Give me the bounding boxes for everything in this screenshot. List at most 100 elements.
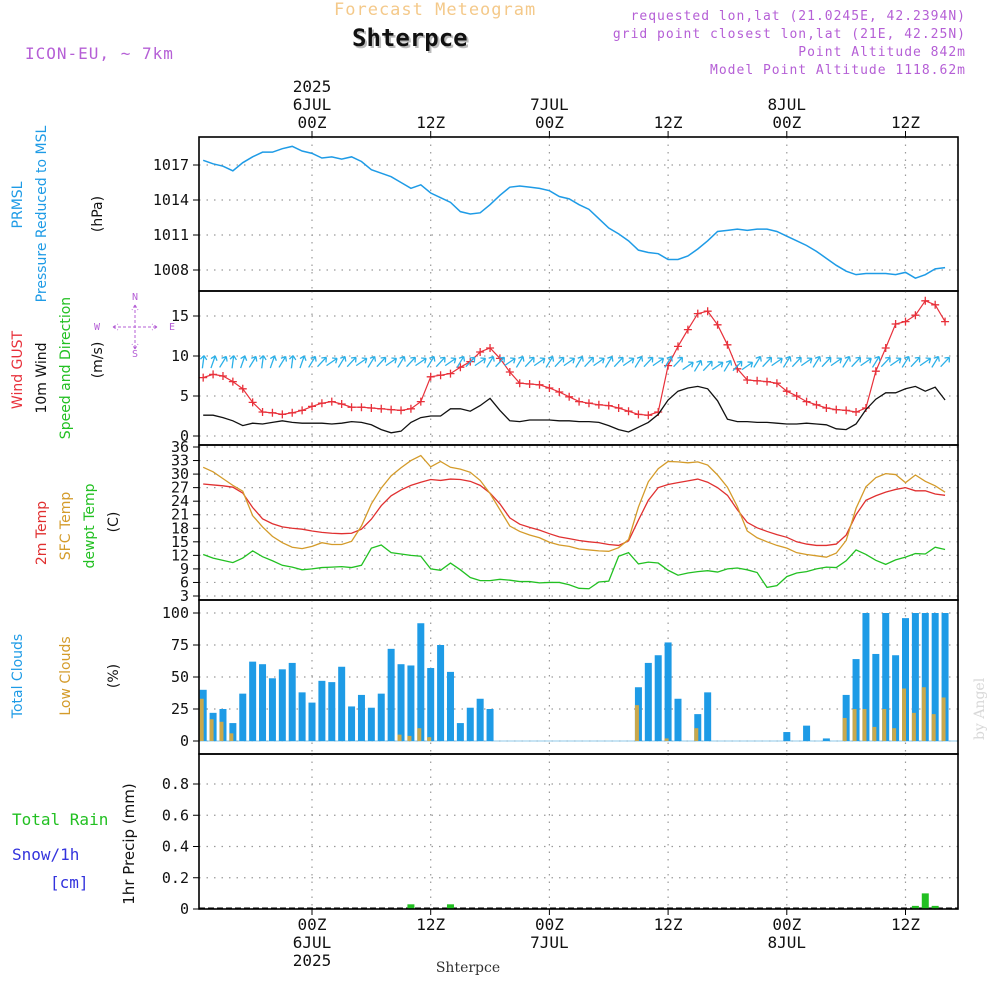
panel-frame (198, 136, 959, 292)
gust-marker (525, 380, 534, 388)
total-cloud-bar (318, 680, 326, 741)
wind-arrow-shaft (604, 356, 613, 368)
wind-arrow (880, 356, 891, 368)
gust-marker (584, 399, 593, 408)
wind-arrow (723, 359, 733, 372)
bottom-time-label: 12Z (891, 915, 920, 934)
chart-title: Shterpce (352, 24, 468, 52)
gust-marker (436, 371, 445, 380)
wind-arrow (812, 355, 822, 368)
info-line-3: Point Altitude 842m (798, 45, 966, 60)
wind-arrow (415, 357, 427, 367)
gust-marker (308, 402, 316, 411)
wind-arrow-head (332, 357, 338, 364)
wind-arrow-shaft (919, 357, 931, 367)
wind-arrow-head (399, 355, 406, 362)
gust-marker (782, 387, 791, 396)
bottom-time-label: 6JUL (293, 933, 332, 952)
wind-arrow-head (569, 357, 576, 364)
total-cloud-bar (476, 698, 484, 741)
wind-arrow-shaft (880, 356, 891, 368)
total-cloud-bar (268, 678, 276, 741)
gust-marker (278, 410, 287, 419)
low-cloud-bar (219, 721, 224, 741)
wind-arrow-shaft (554, 356, 565, 368)
total-cloud-bar (328, 682, 336, 741)
total-cloud-bar (456, 723, 464, 741)
wind-arrow (397, 355, 406, 368)
top-time-label: 8JUL (768, 95, 807, 114)
snow-label: Snow/1h (12, 845, 79, 864)
wind-arrow-head (885, 356, 891, 363)
wind-arrow-shaft (741, 361, 753, 371)
rain-bar (931, 905, 939, 909)
wind-arrow (563, 357, 576, 367)
total-cloud-bar (377, 693, 385, 741)
total-cloud-bar (694, 714, 702, 741)
wind-arrow-head (736, 360, 743, 367)
wind-arrow-shaft (376, 356, 387, 368)
total-cloud-bar (278, 669, 286, 741)
bottom-time-label: 2025 (293, 951, 332, 970)
gust-marker (891, 320, 900, 328)
footer-location: Shterpce (436, 960, 500, 976)
wind-arrow-shaft (860, 357, 872, 367)
bottom-time-label: 00Z (535, 915, 564, 934)
total-cloud-bar (892, 655, 900, 741)
top-time-label: 12Z (891, 113, 920, 132)
wind-arrow-head (796, 356, 802, 363)
gust-marker (832, 405, 841, 414)
wind-arrow (682, 361, 694, 371)
gust-marker (337, 400, 346, 408)
total-cloud-bar (259, 664, 267, 741)
wind-arrow-head (361, 357, 368, 364)
wind-arrow-shaft (308, 356, 316, 368)
wind-arrow-head (240, 355, 248, 361)
wind-arrow-head (599, 357, 605, 364)
wind-arrow-shaft (940, 356, 950, 368)
wind-arrow (593, 357, 605, 367)
wind-arrow-head (450, 357, 457, 364)
wind-arrow-shaft (771, 357, 783, 367)
total-cloud-bar (348, 706, 356, 741)
ytick-label: 1011 (153, 226, 189, 244)
ytick-label: 3 (180, 587, 189, 605)
wind-arrow-head (658, 357, 665, 364)
total-cloud-bar (298, 692, 306, 741)
wind-arrow (771, 357, 783, 367)
wind-arrow-shaft (871, 356, 880, 368)
wind-arrow (851, 356, 862, 368)
gust-marker (199, 373, 208, 382)
wind-arrow-head (688, 361, 694, 368)
precip-panel: 0 0.2 0.4 0.6 0.8 (162, 753, 959, 918)
wind-arrow-shaft (486, 356, 494, 368)
wind-arrow (533, 357, 546, 367)
gust-marker (327, 397, 336, 406)
wind-arrow-shaft (355, 357, 368, 367)
wind-arrow-shaft (219, 356, 227, 368)
wind-arrow-shaft (711, 361, 724, 371)
bottom-time-label: 7JUL (530, 933, 569, 952)
ytick-label: 5 (180, 387, 189, 405)
wind-arrow-head (269, 355, 277, 361)
wind-arrow-head (636, 355, 644, 362)
wind-arrow-head (288, 355, 297, 361)
ytick-label: 30 (171, 465, 189, 483)
wind-arrow (385, 357, 398, 367)
wind-panel: 0 5 10 15 N S W E (94, 290, 959, 446)
wind-arrow-head (528, 356, 535, 363)
ytick-label: 10 (171, 347, 189, 365)
wind-arrow (259, 355, 267, 369)
wind-arrow-shaft (732, 360, 743, 372)
wind-speed-line (203, 385, 946, 434)
wind-arrow-shaft (762, 356, 772, 368)
panel-frame (198, 753, 959, 910)
wind-gust-label: Wind GUST (10, 330, 26, 409)
wind-arrow (931, 355, 940, 368)
wind-arrow-shaft (613, 356, 624, 368)
total-cloud-bar (941, 613, 949, 741)
wind-arrow-head (696, 359, 703, 366)
wind-arrow-head (647, 356, 654, 363)
